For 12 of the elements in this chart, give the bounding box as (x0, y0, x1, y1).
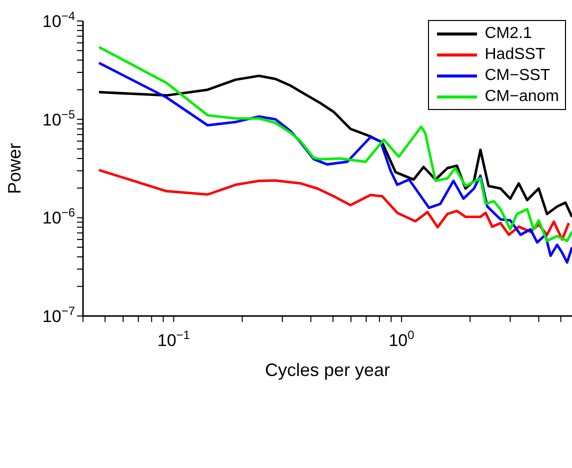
x-axis-title: Cycles per year (264, 360, 390, 380)
x-tick-label: 10$^{0}$ (388, 328, 415, 350)
y-tick-label: 10$^{−6}$ (42, 205, 76, 228)
y-tick-label: 10$^{−5}$ (42, 107, 76, 130)
y-axis-title: Power (4, 142, 24, 194)
y-tick-label: 10$^{−7}$ (42, 304, 76, 326)
legend-label: CM2.1 (484, 24, 532, 42)
legend-label: CM−anom (484, 88, 559, 106)
x-tick-label: 10$^{−1}$ (157, 328, 190, 350)
y-tick-label: 10$^{−4}$ (42, 8, 76, 31)
legend-label: CM−SST (484, 66, 550, 84)
legend-label: HadSST (484, 46, 546, 64)
